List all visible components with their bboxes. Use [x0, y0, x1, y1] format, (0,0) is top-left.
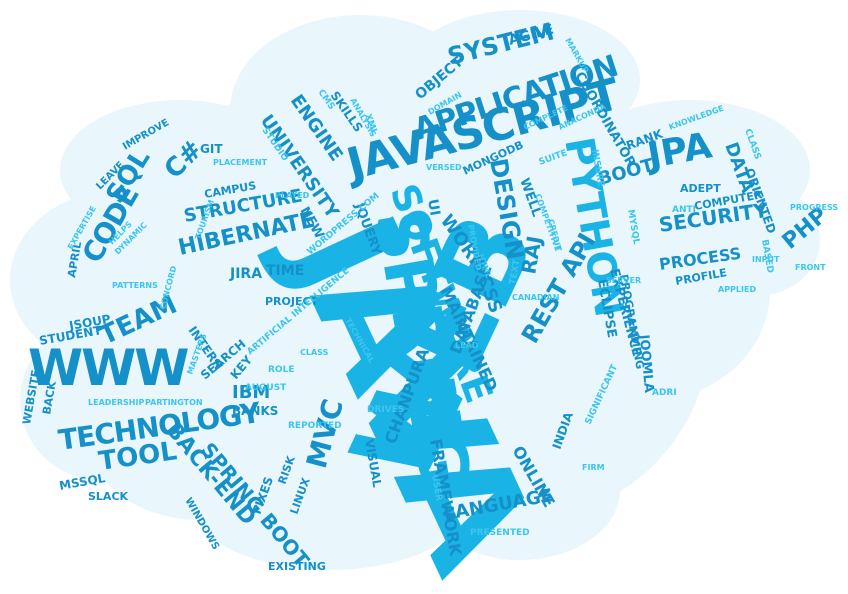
- cloud-word-firm: FIRM: [582, 463, 605, 472]
- cloud-word-jira: JIRA: [229, 266, 262, 282]
- cloud-word-presented: PRESENTED: [470, 528, 530, 538]
- cloud-shape: [10, 10, 820, 570]
- cloud-word-existing: EXISTING: [268, 560, 326, 573]
- cloud-word-played: PLAYED: [275, 191, 310, 200]
- cloud-word-banks: BANKS: [232, 404, 278, 418]
- cloud-word-placement: PLACEMENT: [213, 158, 268, 167]
- cloud-word-april: APRIL: [65, 241, 84, 279]
- cloud-word-august: AUGUST: [245, 383, 287, 393]
- cloud-word-partington: PARTINGTON: [145, 398, 203, 407]
- cloud-word-project: PROJECT: [265, 295, 319, 308]
- cloud-word-git: GIT: [200, 142, 223, 156]
- cloud-word-back: BACK: [40, 380, 59, 416]
- cloud-word-slack: SLACK: [88, 490, 129, 503]
- cloud-word-user: USER: [429, 474, 444, 502]
- cloud-word-joomla: JOOMLA: [636, 333, 656, 393]
- cloud-word-ibm: IBM: [232, 382, 270, 403]
- cloud-word-applied: APPLIED: [718, 285, 756, 294]
- cloud-word-versed: VERSED: [426, 163, 462, 172]
- cloud-word-patterns: PATTERNS: [112, 281, 158, 290]
- cloud-word-input: INPUT: [752, 255, 780, 264]
- cloud-word-adri: ADRI: [652, 388, 677, 398]
- cloud-word-text: TEXT: [508, 258, 522, 286]
- cloud-word-adept: ADEPT: [680, 182, 721, 195]
- cloud-word-time: TIME: [266, 263, 304, 279]
- cloud-word-anti: ANTI: [672, 205, 696, 215]
- cloud-word-progress: PROGRESS: [790, 203, 838, 212]
- cloud-word-reported: REPORTED: [288, 421, 342, 431]
- cloud-word-lead: LEAD: [455, 341, 479, 350]
- cloud-word-drives: DRIVES: [367, 405, 404, 415]
- cloud-word-leadership: LEADERSHIP: [88, 398, 144, 407]
- cloud-word-canadian: CANADIAN: [512, 293, 559, 302]
- cloud-word-front: FRONT: [795, 263, 826, 272]
- cloud-word-ui: UI: [424, 198, 443, 217]
- cloud-word-www: WWW: [28, 339, 188, 397]
- cloud-word-server: SERVER: [606, 276, 641, 285]
- cloud-word-role: ROLE: [268, 365, 294, 375]
- cloud-word-class-2: CLASS: [300, 348, 329, 357]
